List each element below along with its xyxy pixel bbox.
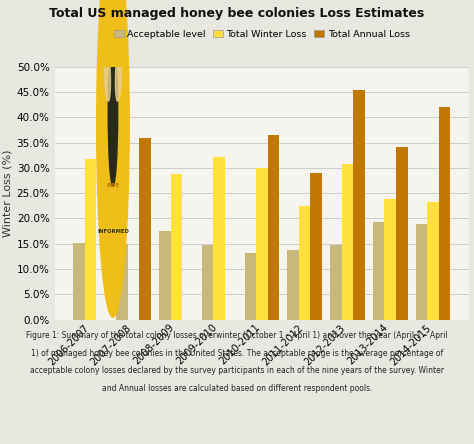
Ellipse shape	[104, 47, 110, 101]
Bar	[330, 245, 342, 320]
Circle shape	[97, 0, 129, 317]
Legend: Acceptable level, Total Winter Loss, Total Annual Loss: Acceptable level, Total Winter Loss, Tot…	[110, 26, 413, 42]
Bar	[427, 202, 439, 320]
Bar	[299, 206, 310, 320]
Ellipse shape	[108, 44, 118, 186]
Text: acceptable colony losses declared by the survey participants in each of the nine: acceptable colony losses declared by the…	[30, 366, 444, 375]
Bar	[342, 164, 353, 320]
Bar	[373, 222, 384, 320]
Bar	[73, 243, 85, 320]
Ellipse shape	[115, 47, 122, 101]
Bar	[310, 173, 322, 320]
Bar	[116, 244, 128, 320]
Bar	[384, 199, 396, 320]
Bar	[202, 245, 213, 320]
Text: and Annual losses are calculated based on different respondent pools.: and Annual losses are calculated based o…	[102, 384, 372, 393]
Text: Total US managed honey bee colonies Loss Estimates: Total US managed honey bee colonies Loss…	[49, 7, 425, 20]
Bar	[159, 230, 171, 320]
Text: Figure 1: Summary of the total colony losses overwinter (October 1 – April 1) an: Figure 1: Summary of the total colony lo…	[26, 331, 448, 340]
Bar	[256, 168, 268, 320]
Bar	[287, 250, 299, 320]
Bar	[396, 147, 408, 320]
Y-axis label: Winter Loss (%): Winter Loss (%)	[2, 149, 12, 237]
Bar	[245, 253, 256, 320]
Bar	[268, 135, 279, 320]
Text: BEE: BEE	[106, 183, 119, 188]
Bar	[213, 157, 225, 320]
Bar	[353, 90, 365, 320]
Bar	[171, 174, 182, 320]
Bar	[85, 159, 97, 320]
Text: 1) of managed honey bee colonies in the United States. The acceptable range is t: 1) of managed honey bee colonies in the …	[31, 349, 443, 357]
Bar	[439, 107, 450, 320]
Bar	[416, 224, 427, 320]
Bar	[139, 139, 151, 320]
Text: INFORMED: INFORMED	[97, 229, 129, 234]
